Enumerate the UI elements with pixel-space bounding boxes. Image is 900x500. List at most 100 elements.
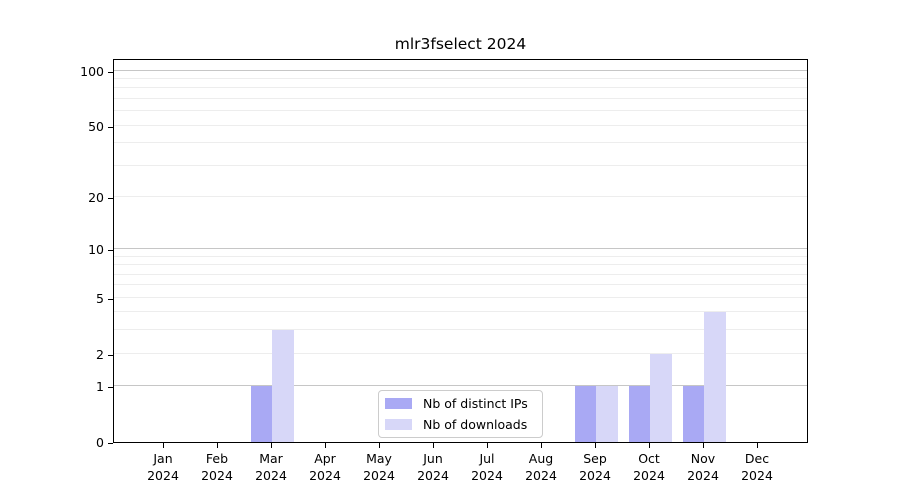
x-tick-month: May: [366, 451, 392, 466]
x-tick-year: 2024: [741, 468, 773, 483]
gridline-minor: [114, 352, 807, 354]
x-tick-mark: [541, 443, 543, 448]
x-tick-label: Sep 2024: [567, 450, 623, 484]
y-tick-label: 100: [80, 63, 104, 79]
gridline-minor: [114, 124, 807, 126]
bar-downloads: [704, 312, 726, 442]
x-tick-mark: [703, 443, 705, 448]
y-tick-mark: [108, 126, 113, 128]
legend-swatch-downloads: [385, 419, 412, 430]
x-tick-mark: [433, 443, 435, 448]
x-tick-label: Feb 2024: [189, 450, 245, 484]
bar-distinct-ips: [682, 386, 704, 442]
legend-label-distinct-ips: Nb of distinct IPs: [423, 396, 528, 411]
gridline-minor: [114, 110, 807, 112]
x-tick-mark: [595, 443, 597, 448]
gridline-minor: [114, 255, 807, 257]
legend-item-downloads: Nb of downloads: [385, 416, 536, 433]
gridline-major: [114, 248, 807, 249]
bar-distinct-ips: [574, 386, 596, 442]
gridline-minor: [114, 273, 807, 275]
y-tick-mark: [108, 298, 113, 300]
gridline-major: [114, 385, 807, 387]
x-tick-month: Jan: [153, 451, 173, 466]
x-tick-month: Sep: [583, 451, 607, 466]
y-tick-label: 1: [96, 379, 104, 395]
plot-area: Nb of distinct IPs Nb of downloads: [113, 59, 808, 443]
x-tick-label: Jan 2024: [135, 450, 191, 484]
x-tick-year: 2024: [201, 468, 233, 483]
legend: Nb of distinct IPs Nb of downloads: [378, 390, 543, 438]
legend-swatch-distinct-ips: [385, 398, 412, 409]
x-tick-year: 2024: [471, 468, 503, 483]
x-tick-mark: [325, 443, 327, 448]
x-tick-mark: [649, 443, 651, 448]
legend-label-downloads: Nb of downloads: [423, 417, 528, 432]
x-tick-label: Jul 2024: [459, 450, 515, 484]
chart-title: mlr3fselect 2024: [394, 35, 527, 53]
gridline-minor: [114, 296, 807, 298]
x-tick-month: Dec: [744, 451, 770, 466]
x-tick-year: 2024: [525, 468, 557, 483]
x-tick-mark: [217, 443, 219, 448]
legend-item-distinct-ips: Nb of distinct IPs: [385, 395, 536, 412]
y-tick-mark: [108, 71, 113, 73]
gridline-minor: [114, 97, 807, 99]
gridline-minor: [114, 164, 807, 166]
x-tick-year: 2024: [417, 468, 449, 483]
bar-downloads: [596, 386, 618, 442]
x-tick-mark: [487, 443, 489, 448]
x-tick-label: Apr 2024: [297, 450, 353, 484]
y-tick-label: 50: [88, 118, 104, 134]
y-tick-label: 20: [88, 189, 104, 205]
x-tick-year: 2024: [255, 468, 287, 483]
y-tick-mark: [108, 387, 113, 389]
gridline-minor: [114, 77, 807, 79]
x-tick-label: Nov 2024: [675, 450, 731, 484]
x-tick-year: 2024: [309, 468, 341, 483]
x-tick-month: Oct: [638, 451, 660, 466]
x-tick-year: 2024: [579, 468, 611, 483]
x-tick-label: May 2024: [351, 450, 407, 484]
gridline-major: [114, 69, 807, 71]
bar-downloads: [650, 353, 672, 442]
y-tick-mark: [108, 354, 113, 356]
x-tick-year: 2024: [687, 468, 719, 483]
y-tick-label: 2: [96, 346, 104, 362]
x-tick-year: 2024: [363, 468, 395, 483]
y-tick-label: 10: [88, 241, 104, 257]
x-tick-month: Mar: [259, 451, 283, 466]
y-tick-label: 5: [96, 290, 104, 306]
x-tick-label: Mar 2024: [243, 450, 299, 484]
y-tick-label: 0: [96, 435, 104, 450]
x-tick-label: Jun 2024: [405, 450, 461, 484]
gridline-minor: [114, 195, 807, 197]
y-tick-mark: [108, 443, 113, 445]
gridline-minor: [114, 142, 807, 144]
x-tick-label: Aug 2024: [513, 450, 569, 484]
x-tick-month: Apr: [314, 451, 336, 466]
gridline-minor: [114, 87, 807, 89]
x-tick-mark: [271, 443, 273, 448]
x-tick-month: Aug: [528, 451, 554, 466]
gridline-minor: [114, 329, 807, 331]
gridline-minor: [114, 284, 807, 286]
x-tick-mark: [757, 443, 759, 448]
x-tick-mark: [379, 443, 381, 448]
x-tick-month: Nov: [690, 451, 716, 466]
y-tick-mark: [108, 197, 113, 200]
x-tick-mark: [163, 443, 165, 448]
bar-distinct-ips: [250, 386, 272, 442]
x-tick-year: 2024: [633, 468, 665, 483]
x-tick-year: 2024: [147, 468, 179, 483]
x-tick-label: Dec 2024: [729, 450, 785, 484]
bar-distinct-ips: [628, 386, 650, 442]
x-tick-label: Oct 2024: [621, 450, 677, 484]
x-tick-month: Jun: [423, 451, 443, 466]
x-tick-month: Jul: [479, 451, 495, 466]
gridline-minor: [114, 311, 807, 313]
gridline-minor: [114, 264, 807, 266]
x-tick-month: Feb: [205, 451, 229, 466]
bar-downloads: [272, 330, 294, 442]
